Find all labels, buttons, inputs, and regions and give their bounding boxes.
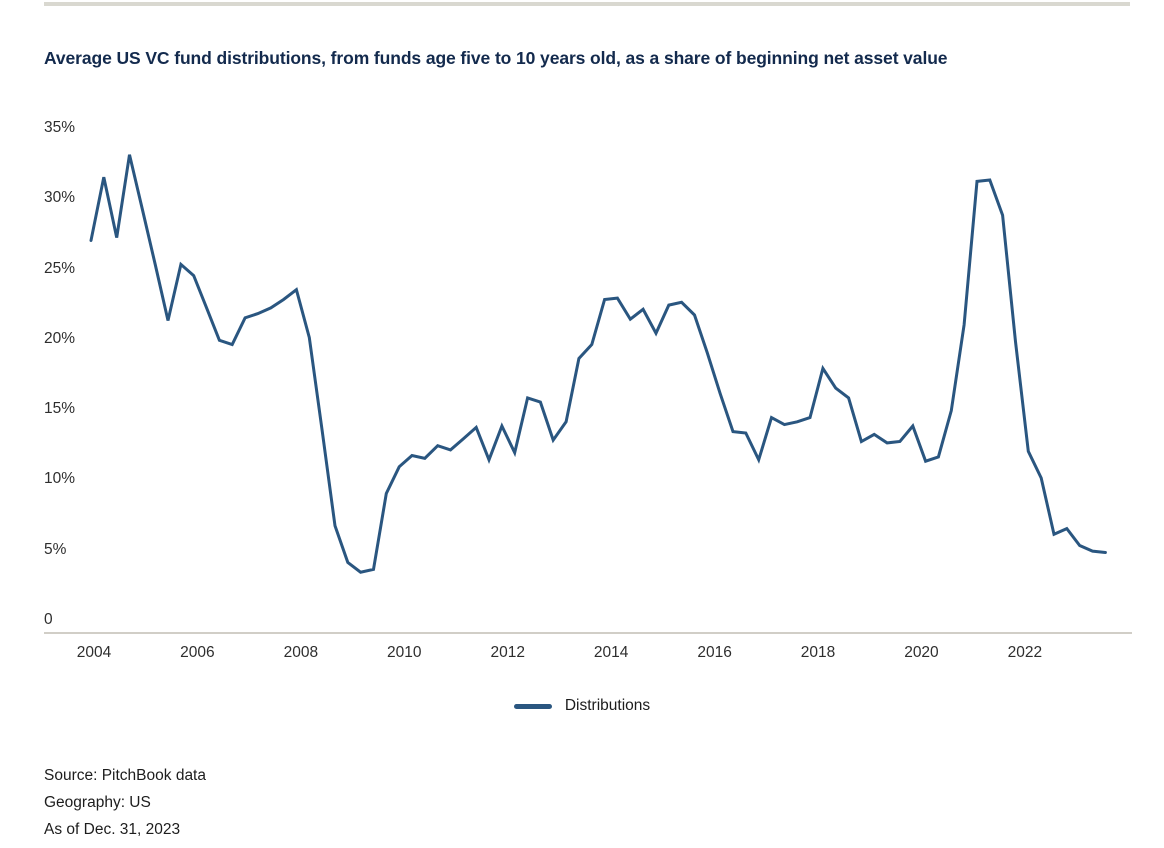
x-tick-label: 2014 bbox=[593, 644, 629, 661]
x-tick-label: 2016 bbox=[697, 644, 732, 661]
footer: Source: PitchBook data Geography: US As … bbox=[44, 762, 206, 843]
legend-line-swatch bbox=[513, 703, 552, 709]
page-title: Average US VC fund distributions, from f… bbox=[44, 48, 948, 68]
y-tick-label: 5% bbox=[44, 540, 67, 558]
y-tick-label: 15% bbox=[44, 400, 76, 418]
y-tick-label: 20% bbox=[44, 329, 76, 347]
x-tick-label: 2022 bbox=[1007, 644, 1043, 661]
y-tick-label: 10% bbox=[44, 470, 76, 488]
asof-note: As of Dec. 31, 2023 bbox=[44, 821, 181, 838]
x-tick-label: 2020 bbox=[904, 644, 939, 661]
geography-note: Geography: US bbox=[44, 794, 151, 811]
x-tick-label: 2012 bbox=[490, 644, 525, 661]
y-tick-label: 30% bbox=[44, 189, 76, 207]
top-rule bbox=[44, 2, 1130, 6]
source-note: Source: PitchBook data bbox=[44, 767, 206, 784]
x-tick-label: 2018 bbox=[800, 644, 836, 661]
legend-label: Distributions bbox=[564, 697, 651, 714]
y-tick-label: 0 bbox=[44, 611, 53, 628]
y-tick-label: 35% bbox=[44, 119, 76, 136]
x-tick-label: 2004 bbox=[76, 644, 112, 661]
x-tick-label: 2008 bbox=[283, 644, 319, 661]
distributions-line bbox=[89, 154, 1107, 574]
y-tick-label: 25% bbox=[44, 259, 76, 277]
x-tick-label: 2010 bbox=[387, 644, 422, 661]
legend: Distributions bbox=[0, 695, 1164, 717]
x-tick-label: 2006 bbox=[180, 644, 215, 661]
